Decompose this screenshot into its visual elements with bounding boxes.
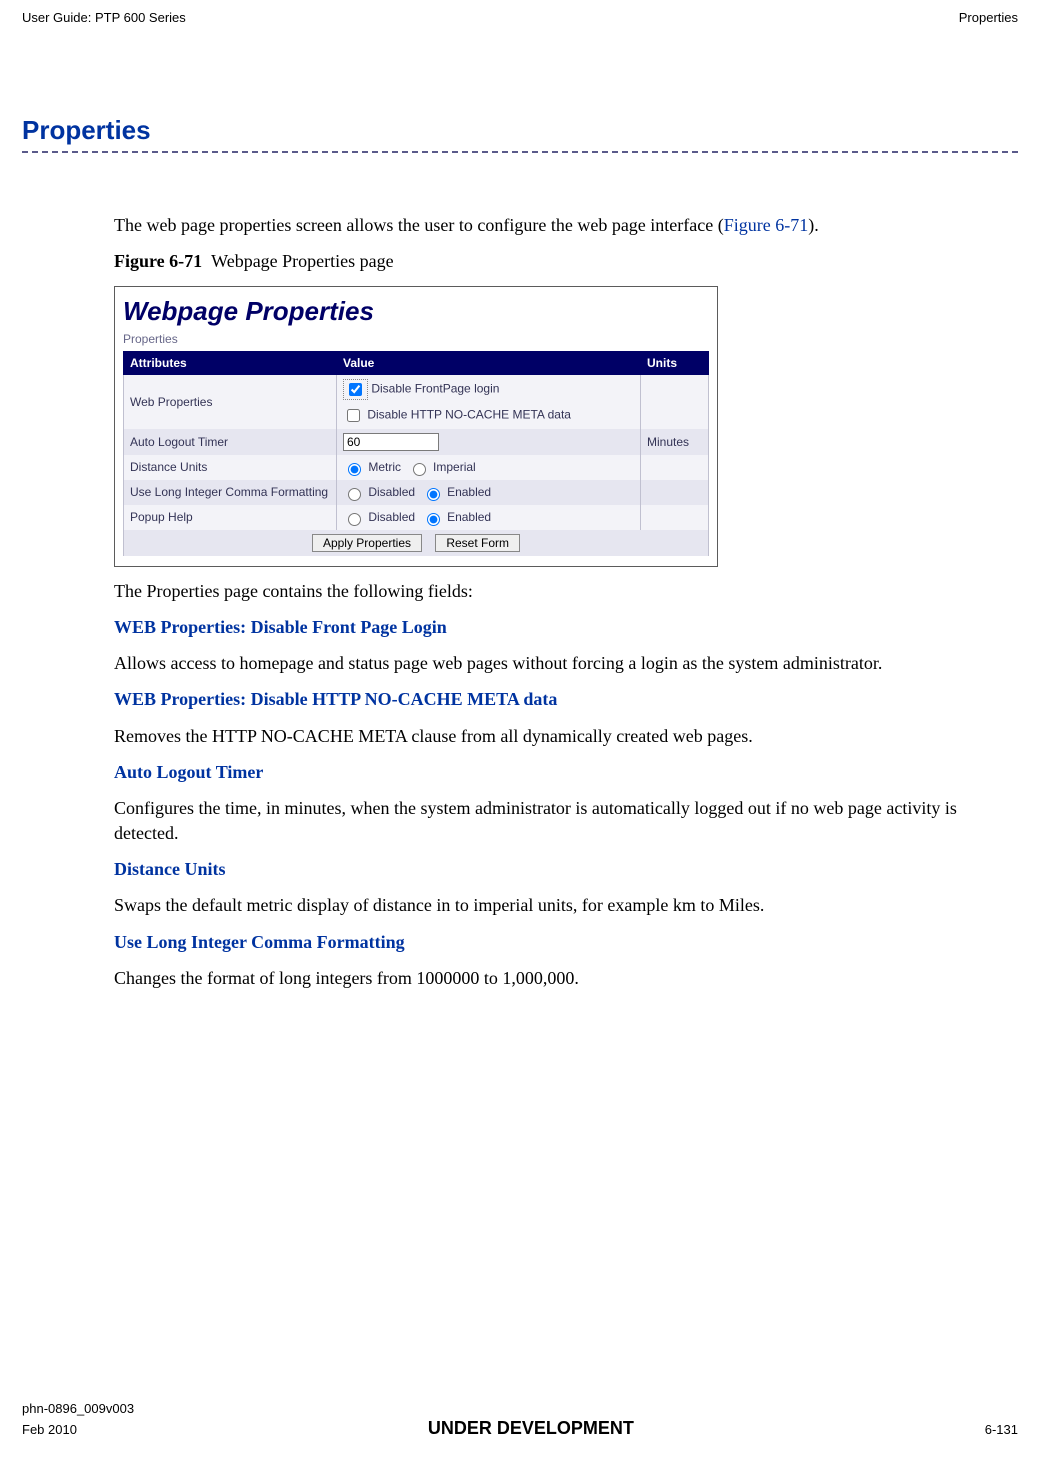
figure-crossref[interactable]: Figure 6-71 <box>724 215 809 235</box>
cell-auto-logout-units: Minutes <box>641 429 709 455</box>
cell-distance-label: Distance Units <box>124 455 337 480</box>
field1-head: WEB Properties: Disable Front Page Login <box>114 615 1018 639</box>
label-disable-nocache: Disable HTTP NO-CACHE META data <box>367 408 571 422</box>
label-disable-frontpage: Disable FrontPage login <box>371 382 499 396</box>
row-web-properties: Web Properties Disable FrontPage login D… <box>124 375 709 430</box>
radio-metric[interactable] <box>348 463 361 476</box>
cell-auto-logout-label: Auto Logout Timer <box>124 429 337 455</box>
header-left: User Guide: PTP 600 Series <box>22 10 186 25</box>
cell-popup-value: Disabled Enabled <box>337 505 641 530</box>
intro-text-after: ). <box>808 215 819 235</box>
webpage-properties-screenshot: Webpage Properties Properties Attributes… <box>114 286 718 567</box>
properties-table: Attributes Value Units Web Properties Di… <box>123 351 709 556</box>
screenshot-subtitle: Properties <box>123 331 709 347</box>
field3-head: Auto Logout Timer <box>114 760 1018 784</box>
after-table-text: The Properties page contains the followi… <box>114 579 1018 603</box>
cell-distance-value: Metric Imperial <box>337 455 641 480</box>
intro-paragraph: The web page properties screen allows th… <box>114 213 1018 237</box>
label-popup-enabled: Enabled <box>447 510 491 524</box>
cell-auto-logout-value <box>337 429 641 455</box>
field5-body: Changes the format of long integers from… <box>114 966 1018 990</box>
radio-comma-disabled[interactable] <box>348 488 361 501</box>
figure-label: Figure 6-71 <box>114 251 202 271</box>
row-auto-logout: Auto Logout Timer Minutes <box>124 429 709 455</box>
field5-head: Use Long Integer Comma Formatting <box>114 930 1018 954</box>
table-header-row: Attributes Value Units <box>124 351 709 374</box>
radio-comma-enabled[interactable] <box>427 488 440 501</box>
section-title: Properties <box>22 115 151 149</box>
row-buttons: Apply Properties Reset Form <box>124 530 709 556</box>
label-popup-disabled: Disabled <box>368 510 415 524</box>
reset-form-button[interactable]: Reset Form <box>435 534 520 552</box>
footer-status: UNDER DEVELOPMENT <box>77 1418 985 1439</box>
field1-body: Allows access to homepage and status pag… <box>114 651 1018 675</box>
section-title-rule: Properties <box>22 115 1018 153</box>
figure-caption: Figure 6-71 Webpage Properties page <box>114 249 1018 273</box>
screenshot-title: Webpage Properties <box>123 294 709 329</box>
cell-web-properties-label: Web Properties <box>124 375 337 430</box>
row-popup-help: Popup Help Disabled Enabled <box>124 505 709 530</box>
radio-imperial[interactable] <box>413 463 426 476</box>
intro-text-before: The web page properties screen allows th… <box>114 215 724 235</box>
col-header-value: Value <box>337 351 641 374</box>
page-footer: phn-0896_009v003 Feb 2010 UNDER DEVELOPM… <box>22 1401 1018 1439</box>
checkbox-disable-frontpage[interactable] <box>349 383 362 396</box>
field2-body: Removes the HTTP NO-CACHE META clause fr… <box>114 724 1018 748</box>
label-comma-disabled: Disabled <box>368 485 415 499</box>
figure-caption-text: Webpage Properties page <box>211 251 393 271</box>
footer-page-number: 6-131 <box>985 1422 1018 1437</box>
label-imperial: Imperial <box>433 460 476 474</box>
cell-web-properties-units <box>641 375 709 430</box>
cell-popup-label: Popup Help <box>124 505 337 530</box>
cell-web-properties-value: Disable FrontPage login Disable HTTP NO-… <box>337 375 641 430</box>
cell-comma-units <box>641 480 709 505</box>
col-header-units: Units <box>641 351 709 374</box>
col-header-attributes: Attributes <box>124 351 337 374</box>
apply-properties-button[interactable]: Apply Properties <box>312 534 422 552</box>
field3-body: Configures the time, in minutes, when th… <box>114 796 1018 845</box>
radio-popup-disabled[interactable] <box>348 513 361 526</box>
cell-popup-units <box>641 505 709 530</box>
row-comma-formatting: Use Long Integer Comma Formatting Disabl… <box>124 480 709 505</box>
input-auto-logout[interactable] <box>343 433 439 451</box>
field2-head: WEB Properties: Disable HTTP NO-CACHE ME… <box>114 687 1018 711</box>
cell-distance-units <box>641 455 709 480</box>
checkbox-disable-nocache[interactable] <box>347 409 360 422</box>
radio-popup-enabled[interactable] <box>427 513 440 526</box>
footer-date: Feb 2010 <box>22 1422 77 1437</box>
row-distance-units: Distance Units Metric Imperial <box>124 455 709 480</box>
cell-comma-label: Use Long Integer Comma Formatting <box>124 480 337 505</box>
field4-body: Swaps the default metric display of dist… <box>114 893 1018 917</box>
label-metric: Metric <box>368 460 401 474</box>
footer-doc-id: phn-0896_009v003 <box>22 1401 1018 1416</box>
header-right: Properties <box>959 10 1018 25</box>
cell-comma-value: Disabled Enabled <box>337 480 641 505</box>
field4-head: Distance Units <box>114 857 1018 881</box>
label-comma-enabled: Enabled <box>447 485 491 499</box>
